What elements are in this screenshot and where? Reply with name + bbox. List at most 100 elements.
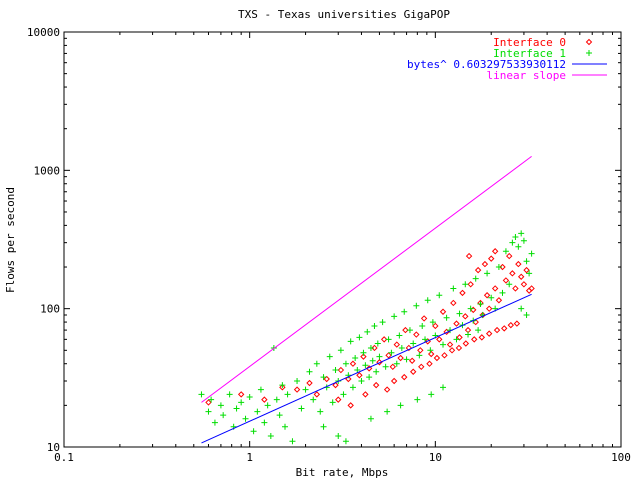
series-1-point (465, 331, 472, 338)
series-0-point (397, 354, 404, 362)
series-0-point (470, 306, 477, 314)
series-1-point (512, 233, 519, 240)
series-1-point (367, 344, 374, 351)
series-3-line (201, 155, 532, 403)
series-1-point (528, 250, 535, 257)
legend-label-1: Interface 1 (493, 47, 566, 60)
series-0-point (362, 391, 369, 398)
series-1-point (398, 344, 405, 351)
series-1-point (320, 374, 327, 381)
series-1-point (450, 285, 457, 292)
series-0-point (418, 363, 425, 371)
series-1-point (472, 275, 479, 282)
series-1-point (264, 402, 271, 409)
series-0-point (467, 281, 474, 288)
series-0-point (436, 336, 443, 343)
series-0-point (420, 315, 428, 322)
series-0-point (349, 360, 357, 367)
series-0-point (485, 305, 493, 312)
series-1-point (424, 297, 431, 304)
series-1-point (518, 305, 525, 312)
x-axis-label: Bit rate, Mbps (296, 466, 389, 479)
chart-title: TXS - Texas universities GigaPOP (238, 8, 450, 21)
x-tick-label: 100 (611, 451, 631, 464)
series-1-point (349, 384, 356, 391)
series-1-point (205, 408, 212, 415)
series-1-point (406, 327, 413, 334)
series-2-line (201, 293, 532, 444)
series-0-point (390, 377, 398, 385)
series-1-point (246, 393, 253, 400)
series-0-point (488, 255, 495, 262)
series-1-point (440, 384, 447, 391)
series-0-point (517, 273, 525, 280)
series-0-point (293, 386, 301, 393)
series-1-point (502, 248, 509, 255)
series-1-point (342, 360, 349, 367)
series-1-point (360, 349, 367, 356)
series-1-point (354, 367, 361, 374)
series-1-point (376, 353, 383, 360)
x-tick-label: 0.1 (54, 451, 74, 464)
series-0-point (443, 328, 450, 336)
series-0-point (441, 352, 448, 359)
legend-label-0: Interface 0 (493, 36, 566, 49)
series-0-point (459, 289, 466, 297)
series-1-point (367, 415, 374, 422)
series-1-point (337, 347, 344, 354)
series-1-point (254, 408, 261, 415)
series-0-point (261, 396, 268, 403)
series-1-point (462, 281, 469, 288)
series-1-point (217, 402, 224, 409)
series-1-point (371, 322, 378, 329)
series-0-point (402, 326, 409, 334)
series-0-point (502, 277, 510, 284)
series-0-point (439, 308, 447, 315)
series-1-point (226, 391, 233, 398)
legend-label-2: bytes^ 0.603297533930112 (407, 58, 566, 71)
series-1-point (340, 391, 347, 398)
series-0-point (405, 344, 413, 352)
series-0-point (389, 363, 396, 371)
y-tick-label: 10 (47, 441, 60, 454)
series-0-point (347, 402, 354, 409)
series-1-point (414, 396, 421, 403)
series-1-point (393, 360, 400, 367)
series-0-point (481, 260, 489, 268)
series-1-point (391, 313, 398, 320)
series-0-point (471, 336, 478, 343)
series-1-point (422, 336, 429, 343)
series-1-point (413, 302, 420, 309)
series-0-point (335, 396, 342, 403)
series-1-point (397, 402, 404, 409)
series-0-point (462, 313, 469, 320)
series-0-point (337, 366, 345, 374)
series-0-point (393, 341, 400, 348)
series-1-point (416, 352, 423, 359)
series-0-point (462, 340, 470, 347)
series-1-point (453, 336, 460, 343)
series-0-point (506, 252, 513, 260)
series-0-point (279, 384, 286, 391)
series-1-point (456, 310, 463, 317)
series-1-point (362, 362, 369, 369)
series-0-point (472, 318, 479, 326)
series-0-point (413, 331, 420, 338)
series-1-point (495, 264, 502, 271)
plot-frame (63, 31, 622, 448)
series-0-point (360, 353, 367, 360)
series-1-point (382, 363, 389, 370)
series-1-point (332, 367, 339, 374)
series-0-point (450, 299, 457, 307)
series-1-point (208, 396, 215, 403)
series-1-point (302, 386, 309, 393)
series-1-point (298, 405, 305, 412)
y-axis-label: Flows per second (4, 187, 17, 293)
series-0-point (465, 252, 473, 260)
series-1-point (329, 399, 336, 406)
series-1-point (233, 405, 240, 412)
series-1-point (261, 419, 268, 426)
x-tick-label: 1 (246, 451, 253, 464)
series-0-point (356, 372, 363, 379)
